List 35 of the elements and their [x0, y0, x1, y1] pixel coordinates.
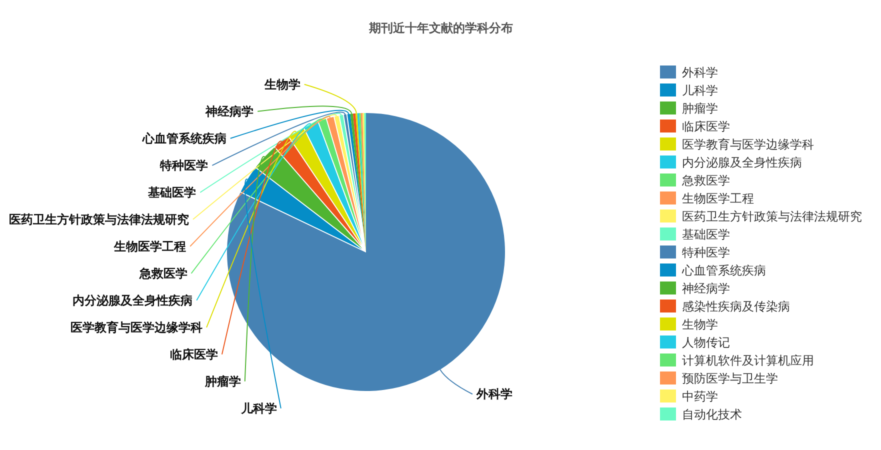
slice-label: 内分泌腺及全身性疾病: [72, 293, 193, 308]
legend-label: 临床医学: [682, 120, 730, 134]
slice-label: 急救医学: [139, 266, 188, 280]
legend-label: 生物医学工程: [682, 192, 754, 206]
slice-label: 生物学: [264, 77, 300, 92]
slice-label: 儿科学: [240, 401, 277, 416]
legend-label: 心血管系统疾病: [682, 264, 766, 278]
legend-label: 感染性疾病及传染病: [682, 300, 790, 314]
legend-label: 预防医学与卫生学: [682, 372, 778, 386]
slice-label: 神经病学: [206, 104, 254, 118]
slice-label: 基础医学: [148, 185, 196, 200]
slice-label: 医药卫生方针政策与法律法规研究: [8, 212, 189, 226]
legend-label: 内分泌腺及全身性疾病: [682, 156, 802, 170]
legend-label: 人物传记: [682, 336, 730, 350]
slice-label: 医学教育与医学边缘学科: [70, 320, 203, 334]
legend-label: 自动化技术: [682, 408, 742, 422]
legend-label: 计算机软件及计算机应用: [682, 354, 814, 368]
legend-label: 基础医学: [682, 228, 730, 242]
legend-label: 急救医学: [682, 174, 730, 188]
legend-label: 医药卫生方针政策与法律法规研究: [682, 210, 862, 224]
legend-label: 特种医学: [682, 246, 730, 260]
slice-label: 生物医学工程: [114, 239, 186, 254]
legend-label: 肿瘤学: [682, 102, 718, 116]
legend-label: 中药学: [682, 390, 718, 404]
legend-label: 儿科学: [682, 84, 718, 98]
title: 期刊近十年文献的学科分布: [369, 21, 513, 35]
legend-label: 外科学: [682, 66, 718, 80]
slice-label: 临床医学: [170, 347, 218, 362]
slice-label: 外科学: [476, 387, 512, 402]
legend-label: 神经病学: [682, 282, 730, 296]
slice-label: 心血管系统疾病: [142, 131, 226, 146]
legend-label: 医学教育与医学边缘学科: [682, 138, 814, 152]
slice-label: 肿瘤学: [204, 374, 241, 388]
slice-label: 特种医学: [160, 158, 208, 172]
legend-label: 生物学: [682, 318, 718, 332]
